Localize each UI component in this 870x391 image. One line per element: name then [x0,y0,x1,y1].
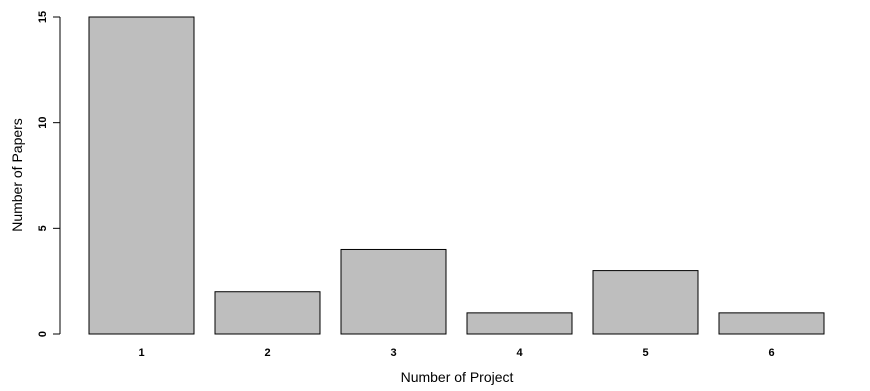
bar-3 [340,248,447,335]
bar-4 [466,312,573,335]
y-tick-label-15: 15 [37,11,49,23]
x-tick-label-3: 3 [390,347,396,359]
y-axis-title: Number of Papers [9,118,25,232]
bars-group [88,16,825,335]
x-tick-label-1: 1 [138,347,144,359]
bar-2 [214,291,321,335]
x-tick-label-6: 6 [768,347,774,359]
y-tick-label-0: 0 [37,331,49,337]
x-tick-label-4: 4 [516,347,523,359]
bar-1 [88,16,195,335]
x-axis-title: Number of Project [401,369,514,385]
x-tick-label-5: 5 [642,347,648,359]
x-tick-label-2: 2 [264,347,270,359]
y-axis: 0 5 10 15 [37,11,61,337]
bar-6 [718,312,825,335]
y-tick-label-10: 10 [37,117,49,129]
y-tick-label-5: 5 [37,225,49,231]
bar-5 [592,270,699,335]
x-axis-ticks: 1 2 3 4 5 6 [138,347,774,359]
